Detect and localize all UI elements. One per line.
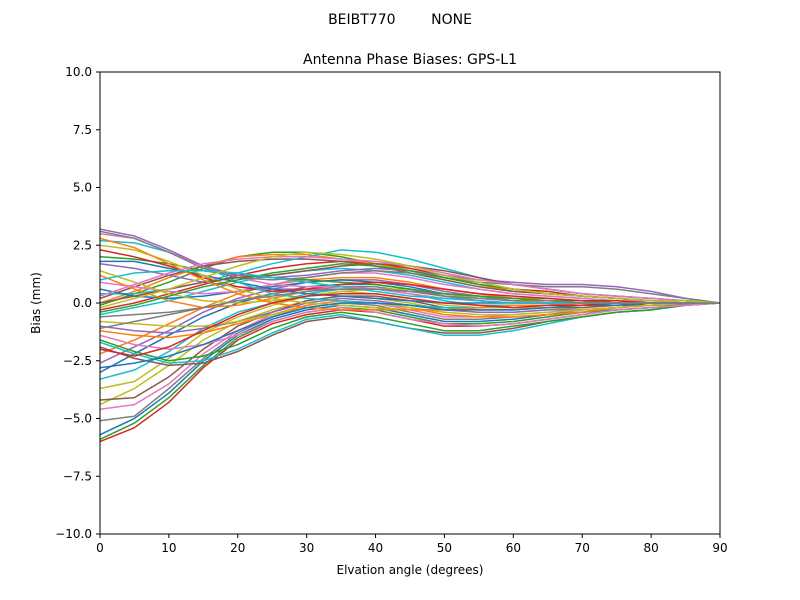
x-tick-label: 0 bbox=[96, 541, 104, 555]
series-line-48 bbox=[100, 288, 720, 330]
x-tick-label: 40 bbox=[368, 541, 383, 555]
x-tick-label: 10 bbox=[161, 541, 176, 555]
y-tick-label: 10.0 bbox=[65, 65, 92, 79]
y-tick-label: 2.5 bbox=[73, 238, 92, 252]
x-tick-label: 50 bbox=[437, 541, 452, 555]
y-axis-label: Bias (mm) bbox=[29, 272, 43, 334]
chart-suptitle: BEIBT770 NONE bbox=[328, 12, 472, 28]
plot-area bbox=[100, 228, 720, 443]
axes: 0 10 20 30 40 50 60 70 80 90 −10.0 −7.5 −5.0 −2.5 0.0 2… bbox=[55, 65, 727, 555]
y-tick-label: 7.5 bbox=[73, 123, 92, 137]
chart-title: Antenna Phase Biases: GPS-L1 bbox=[303, 52, 517, 68]
x-tick-label: 80 bbox=[643, 541, 658, 555]
y-tick-label: −7.5 bbox=[63, 469, 92, 483]
series-line-39 bbox=[100, 230, 720, 304]
series-line-15 bbox=[100, 302, 720, 362]
x-tick-label: 60 bbox=[506, 541, 521, 555]
x-tick-label: 30 bbox=[299, 541, 314, 555]
y-tick-label: −2.5 bbox=[63, 354, 92, 368]
x-axis-label: Elvation angle (degrees) bbox=[337, 563, 484, 577]
series-line-19 bbox=[100, 302, 720, 327]
series-line-43 bbox=[100, 302, 720, 369]
series-line-47 bbox=[100, 251, 720, 309]
y-tick-label: 0.0 bbox=[73, 296, 92, 310]
y-tick-label: −5.0 bbox=[63, 412, 92, 426]
x-tick-label: 20 bbox=[230, 541, 245, 555]
x-tick-label: 90 bbox=[712, 541, 727, 555]
x-tick-label: 70 bbox=[575, 541, 590, 555]
y-tick-label: −10.0 bbox=[55, 527, 92, 541]
y-tick-label: 5.0 bbox=[73, 181, 92, 195]
